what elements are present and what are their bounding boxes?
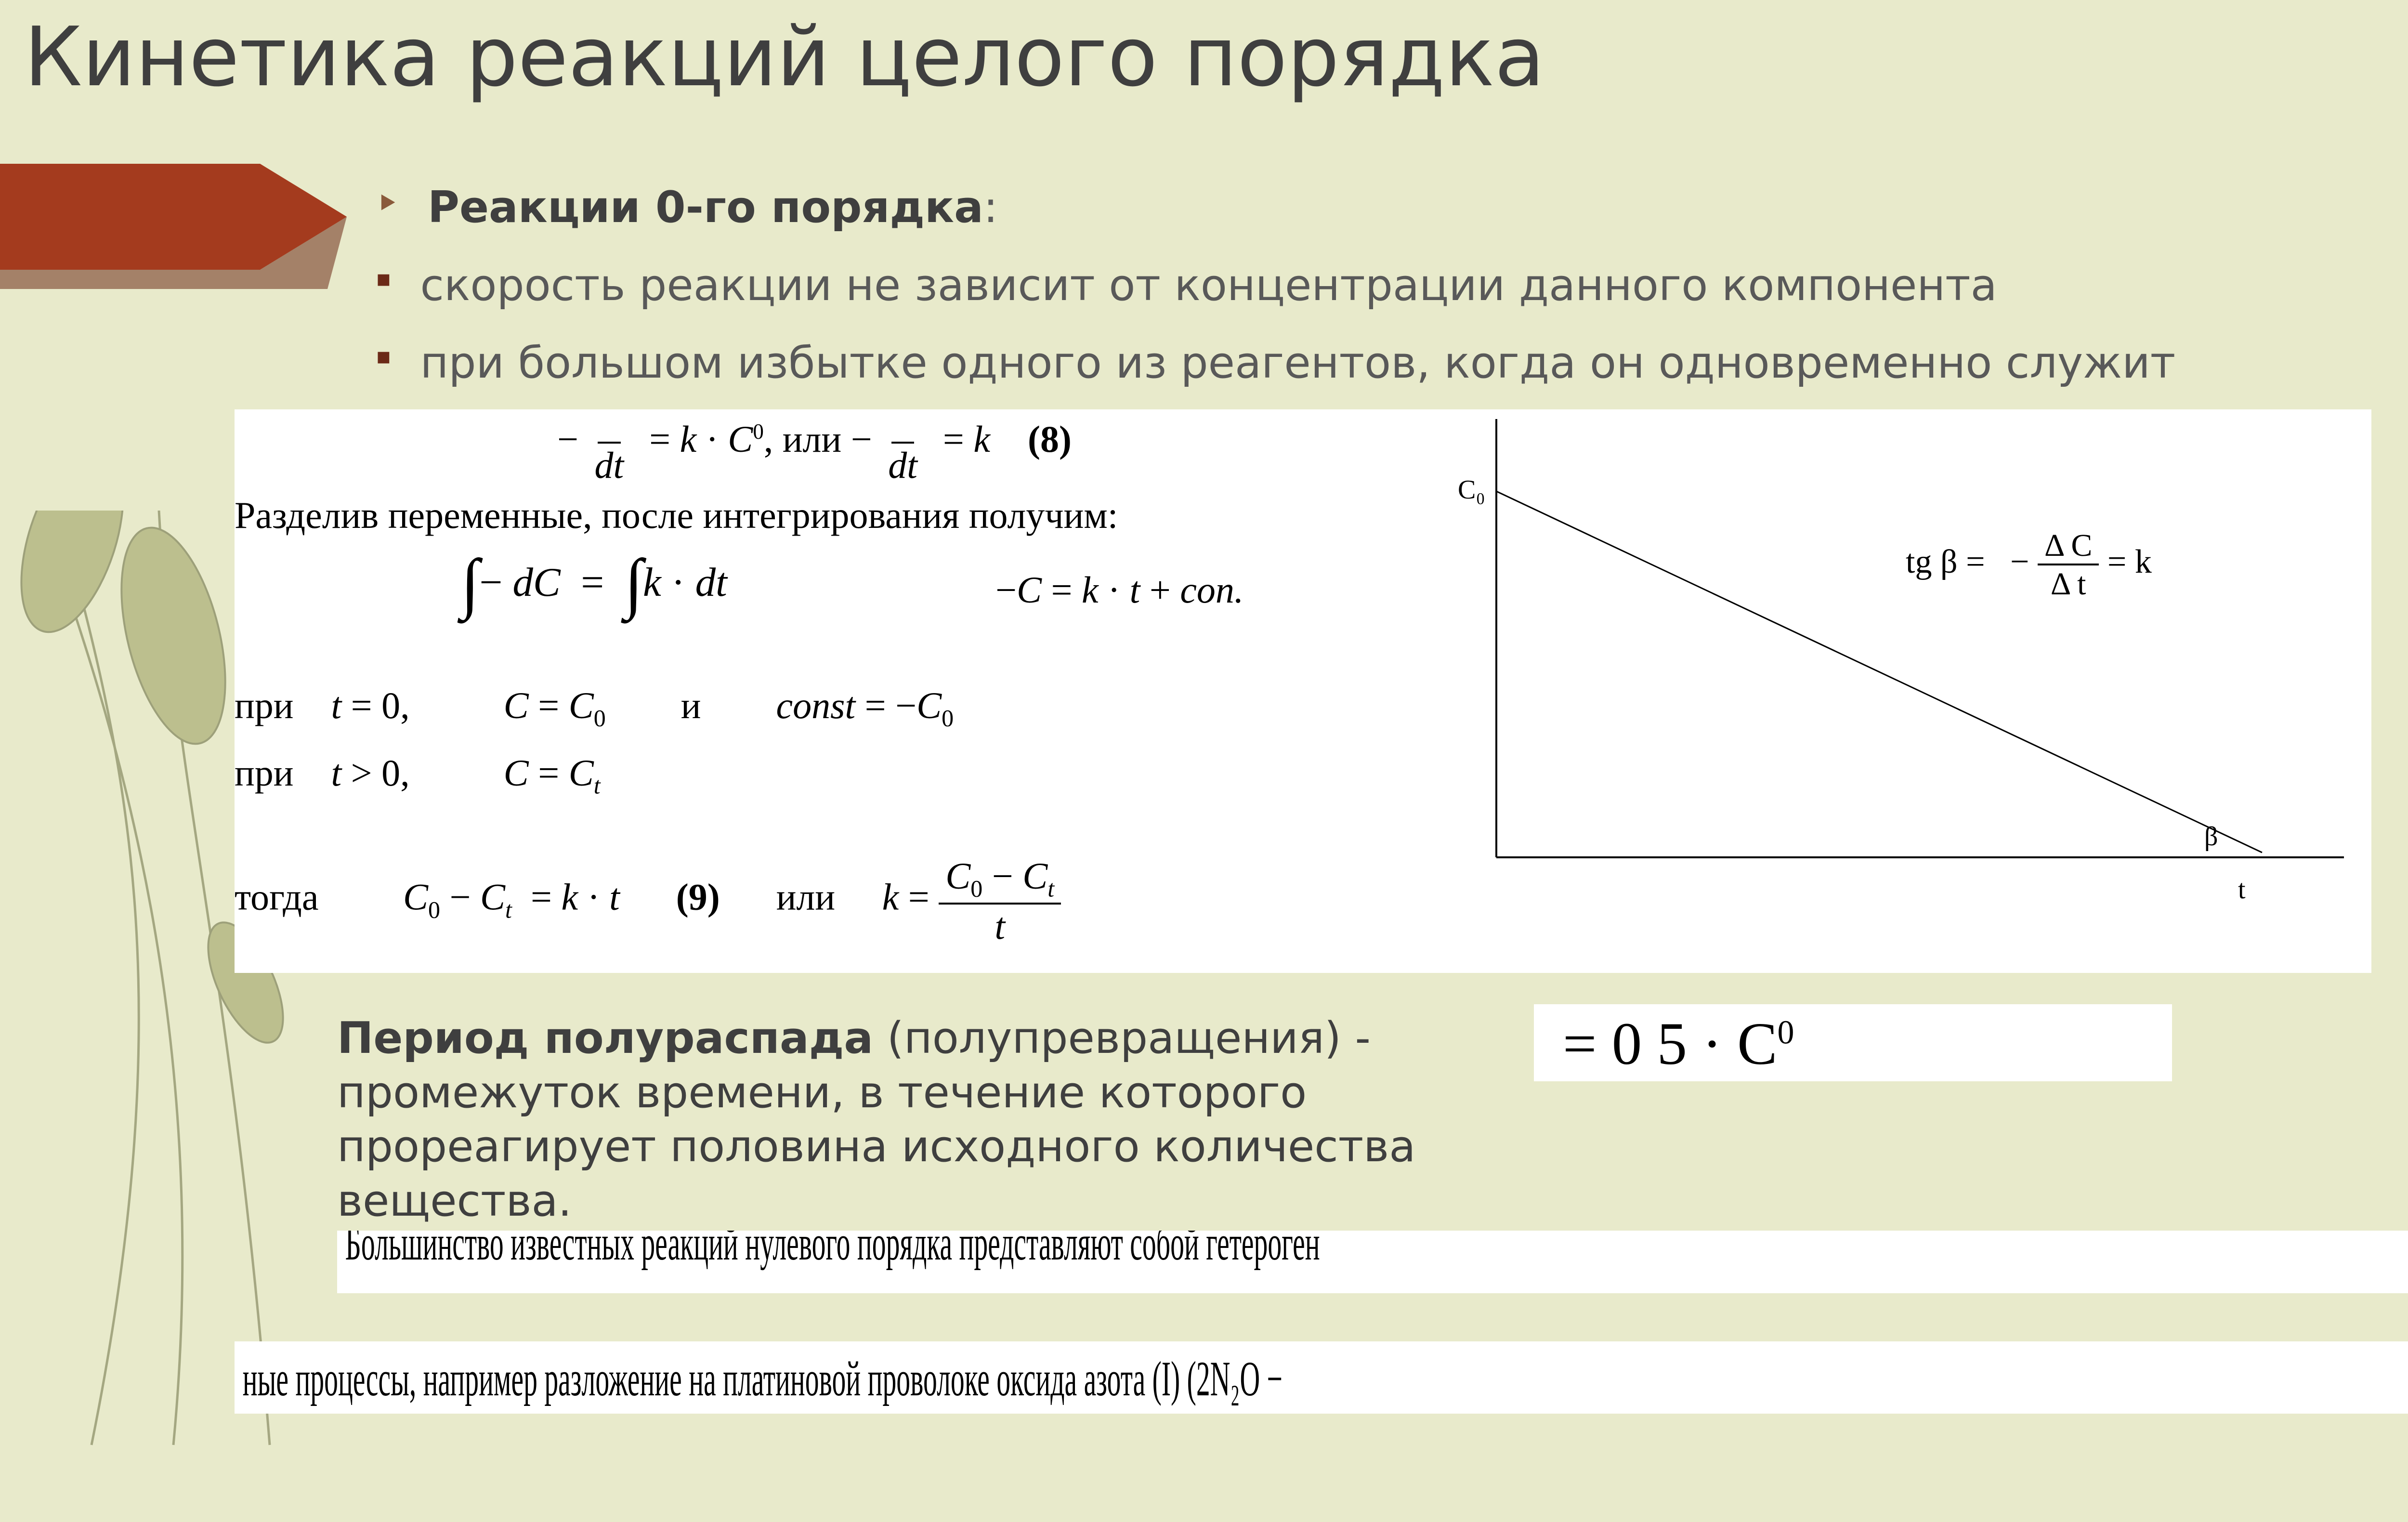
sep-line: Разделив переменные, после интегрировани… bbox=[235, 494, 1118, 537]
bottom-strip-1: Большинство известных реакций нулевого п… bbox=[337, 1231, 2408, 1293]
chart-label-c0: C₀ bbox=[1458, 475, 1485, 505]
line-tg: при t > 0, C = Ct bbox=[235, 751, 601, 800]
bullet-list: ⯈ Реакции 0-го порядка: ▪ скорость реакц… bbox=[376, 178, 2408, 412]
eq8-lhs: − dt = k · C0, или − dt = k (8) bbox=[557, 402, 1072, 484]
formula-strip: = 0 5 · C0 bbox=[1534, 1004, 2172, 1081]
bullet-1: ⯈ Реакции 0-го порядка: bbox=[376, 178, 2408, 237]
slide-title: Кинетика реакций целого порядка bbox=[24, 10, 1544, 105]
bullet-1-bold: Реакции 0-го порядка bbox=[428, 182, 983, 233]
line-eq9: тогда C0 − Ct = k · t (9) или k = C0 − C… bbox=[235, 857, 1061, 945]
bullet-2: ▪ скорость реакции не зависит от концент… bbox=[376, 256, 2408, 315]
bullet-3: ▪ при большом избытке одного из реагенто… bbox=[376, 334, 2408, 393]
bullet-text: при большом избытке одного из реагентов,… bbox=[420, 334, 2176, 393]
half-life-paragraph: Период полураспада (полупревращения) - п… bbox=[337, 1011, 1469, 1228]
chart-label-beta: β bbox=[2204, 822, 2218, 852]
half-life-bold: Период полураспада bbox=[337, 1013, 873, 1063]
bottom-strip-2: ные процессы, например разложение на пла… bbox=[235, 1341, 2408, 1414]
chart-label-t: t bbox=[2238, 875, 2246, 905]
line-t0: при t = 0, C = C0 и const = −C0 bbox=[235, 684, 954, 732]
math-panel: − dt = k · C0, или − dt = k (8) Разделив… bbox=[235, 409, 2371, 973]
formula-strip-text: = 0 5 · C0 bbox=[1563, 1010, 1794, 1079]
bullet-marker: ⯈ bbox=[376, 187, 399, 222]
accent-arrow bbox=[0, 164, 352, 289]
bullet-text: скорость реакции не зависит от концентра… bbox=[420, 256, 1997, 315]
bottom-strip-2-text: ные процессы, например разложение на пла… bbox=[235, 1348, 1462, 1410]
bullet-marker: ▪ bbox=[376, 342, 392, 370]
chart-eq-tgbeta: tg β = − Δ C Δ t = k bbox=[1906, 530, 2152, 600]
eq-integral-rhs: −C = k · t + con. bbox=[995, 568, 1243, 612]
bottom-strip-1-text: Большинство известных реакций нулевого п… bbox=[337, 1231, 1497, 1274]
bullet-marker: ▪ bbox=[376, 265, 392, 293]
bullet-1-rest: : bbox=[983, 182, 998, 233]
chart-zero-order: C₀ β t tg β = − Δ C Δ t = k bbox=[1429, 409, 2371, 905]
eq-integral: ∫− dC = ∫k · dt bbox=[461, 544, 727, 622]
bullet-text: Реакции 0-го порядка: bbox=[428, 178, 998, 237]
